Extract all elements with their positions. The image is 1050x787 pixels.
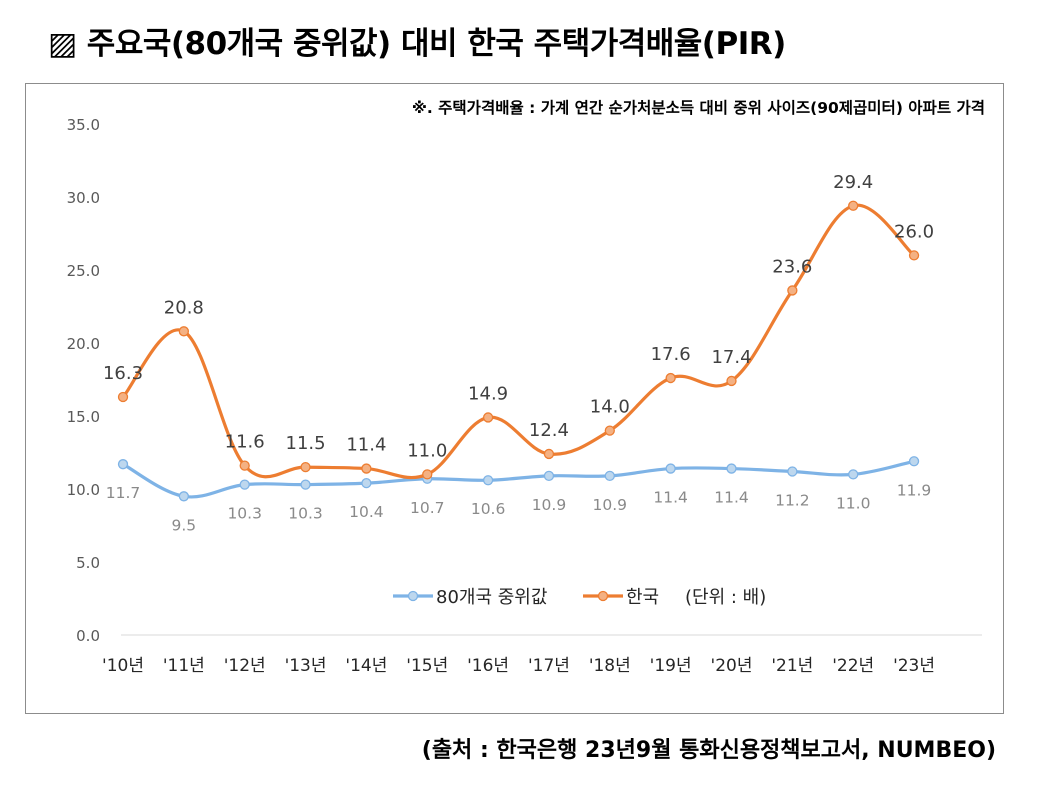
- korea-data-point: [604, 425, 615, 436]
- korea-data-point: [239, 460, 250, 471]
- legend-median-label: 80개국 중위값: [436, 587, 547, 608]
- chart-title-text: 주요국(80개국 중위값) 대비 한국 주택가격배율(PIR): [86, 26, 786, 62]
- median-data-point: [665, 463, 676, 474]
- x-tick-label: '11년: [163, 656, 205, 676]
- korea-data-point: [178, 326, 190, 337]
- median-data-point: [482, 475, 494, 486]
- x-tick-label: '17년: [528, 656, 570, 676]
- y-tick-label: 30.0: [67, 189, 100, 207]
- y-tick-label: 20.0: [67, 335, 100, 353]
- legend-korea-marker: [597, 590, 609, 602]
- korea-data-label: 23.6: [772, 256, 812, 277]
- median-data-label: 11.2: [775, 491, 810, 509]
- median-data-point: [239, 479, 250, 490]
- x-tick-label: '21년: [771, 656, 813, 676]
- korea-data-label: 11.0: [407, 440, 447, 461]
- korea-data-label: 17.4: [711, 347, 751, 368]
- korea-data-label: 14.0: [590, 397, 630, 418]
- median-data-point: [543, 470, 555, 482]
- y-tick-label: 35.0: [67, 116, 100, 134]
- median-data-point: [178, 491, 190, 502]
- korea-data-label: 17.6: [651, 344, 691, 365]
- x-tick-label: '20년: [711, 656, 753, 676]
- chart-frame: ※. 주택가격배율 : 가계 연간 순가처분소득 대비 중위 사이즈(90제곱미…: [25, 83, 1004, 714]
- korea-data-label: 14.9: [468, 383, 508, 404]
- x-tick-label: '14년: [345, 656, 387, 676]
- korea-data-label: 11.4: [346, 435, 386, 456]
- y-tick-label: 10.0: [67, 481, 100, 499]
- chart-note: ※. 주택가격배율 : 가계 연간 순가처분소득 대비 중위 사이즈(90제곱미…: [411, 99, 985, 117]
- korea-data-point: [908, 250, 920, 261]
- line-chart: 0.0 5.0 10.0 15.0 20.0 25.0 30.0 35.0 '10년 '11년 '1…: [67, 116, 982, 676]
- legend-median-marker: [407, 590, 419, 602]
- x-tick-label: '15년: [406, 656, 448, 676]
- korea-data-label: 20.8: [164, 297, 204, 318]
- median-data-point: [787, 466, 798, 477]
- median-data-point: [848, 469, 859, 480]
- median-data-label: 11.0: [836, 494, 871, 512]
- chart-legend: 80개국 중위값 한국 (단위 : 배): [393, 587, 766, 608]
- korea-data-point: [300, 461, 311, 473]
- median-data-point: [117, 459, 129, 470]
- korea-data-point: [848, 200, 859, 211]
- x-tick-label: '19년: [650, 656, 692, 676]
- median-data-label: 11.4: [653, 489, 688, 507]
- median-data-label: 11.9: [897, 481, 932, 499]
- x-tick-label: '22년: [832, 656, 874, 676]
- korea-data-label: 16.3: [103, 363, 143, 384]
- korea-data-label: 29.4: [833, 172, 873, 193]
- x-tick-label: '23년: [893, 656, 935, 676]
- legend-korea-label: 한국: [626, 587, 659, 608]
- median-data-label: 10.9: [532, 496, 567, 514]
- korea-data-point: [422, 469, 433, 480]
- korea-data-point: [665, 372, 676, 384]
- median-data-label: 11.7: [106, 484, 141, 502]
- korea-data-point: [543, 448, 555, 460]
- median-data-point: [300, 479, 311, 490]
- source-caption: (출처 : 한국은행 23년9월 통화신용정책보고서, NUMBEO): [421, 738, 996, 763]
- korea-data-point: [787, 285, 798, 296]
- median-data-label: 10.7: [410, 499, 445, 517]
- median-data-point: [908, 456, 920, 467]
- y-tick-label: 15.0: [67, 408, 100, 426]
- chart-title: ▨ 주요국(80개국 중위값) 대비 한국 주택가격배율(PIR): [48, 18, 786, 63]
- median-data-point: [604, 470, 615, 482]
- median-data-point: [361, 478, 372, 489]
- x-tick-label: '10년: [102, 656, 144, 676]
- y-tick-label: 25.0: [67, 262, 100, 280]
- korea-data-point: [117, 391, 129, 403]
- x-tick-label: '16년: [467, 656, 509, 676]
- median-data-label: 10.6: [471, 500, 506, 518]
- x-tick-label: '13년: [285, 656, 327, 676]
- hatched-square-icon: ▨: [48, 26, 77, 62]
- y-tick-label: 5.0: [76, 554, 100, 572]
- x-tick-label: '18년: [589, 656, 631, 676]
- median-data-label: 10.9: [593, 496, 628, 514]
- korea-data-label: 11.5: [286, 433, 326, 454]
- legend-unit-note: (단위 : 배): [685, 587, 766, 608]
- korea-data-point: [482, 412, 494, 423]
- korea-data-point: [361, 463, 372, 474]
- korea-data-label: 26.0: [894, 221, 934, 242]
- korea-data-label: 12.4: [529, 420, 569, 441]
- median-data-point: [726, 463, 737, 474]
- y-tick-label: 0.0: [76, 627, 100, 645]
- median-data-label: 9.5: [172, 516, 197, 534]
- korea-data-point: [726, 375, 737, 387]
- korea-data-label: 11.6: [225, 432, 265, 453]
- median-data-label: 11.4: [714, 489, 749, 507]
- median-data-label: 10.4: [349, 503, 384, 521]
- median-data-label: 10.3: [288, 505, 323, 523]
- x-tick-label: '12년: [224, 656, 266, 676]
- median-data-label: 10.3: [227, 505, 262, 523]
